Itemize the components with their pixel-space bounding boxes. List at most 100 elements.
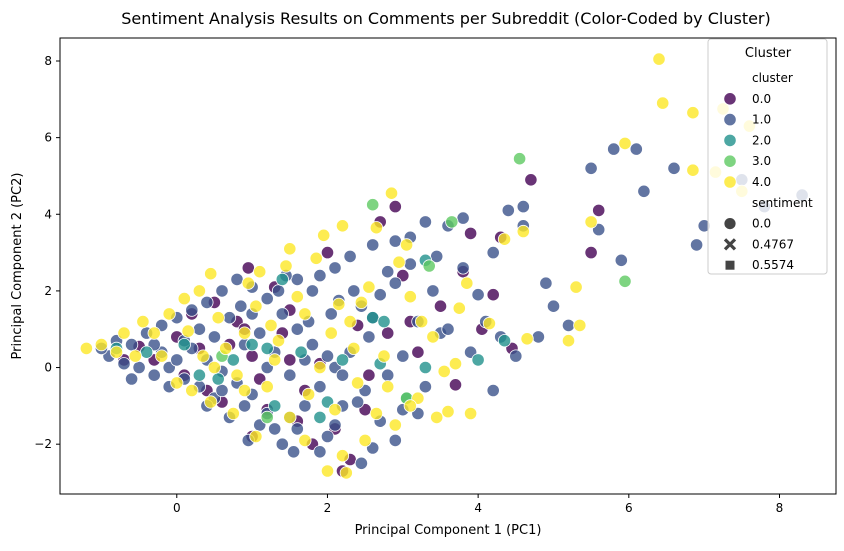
- point-cluster-4-0-22: [426, 330, 440, 344]
- point-cluster-4-0-53: [320, 464, 335, 478]
- point-cluster-4-0-19: [441, 404, 455, 419]
- point-cluster-4-0-78: [414, 314, 429, 329]
- point-cluster-1-0-78: [290, 322, 304, 336]
- point-cluster-1-0-51: [298, 399, 312, 413]
- point-cluster-4-0-90: [448, 357, 463, 371]
- y-tick-label: 8: [44, 54, 52, 68]
- point-cluster-1-0-28: [418, 215, 432, 229]
- point-cluster-4-0-76: [290, 290, 304, 304]
- point-cluster-4-0-20: [463, 406, 478, 421]
- point-cluster-1-0-120: [403, 257, 417, 271]
- point-cluster-1-0-53: [268, 422, 282, 436]
- point-cluster-1-0-77: [275, 307, 289, 321]
- point-cluster-4-0-62: [155, 349, 169, 363]
- point-cluster-3-0-0: [512, 152, 527, 166]
- plot-frame: [59, 37, 837, 495]
- point-cluster-3-0-4: [422, 259, 436, 273]
- point-cluster-4-0-13: [520, 332, 534, 346]
- point-cluster-4-0-86: [238, 383, 252, 398]
- point-cluster-4-0-9: [584, 215, 598, 229]
- point-cluster-1-0-5: [667, 161, 681, 175]
- point-cluster-4-0-52: [335, 449, 350, 463]
- point-cluster-4-0-80: [147, 326, 161, 340]
- point-cluster-1-0-26: [456, 261, 470, 275]
- point-cluster-2-0-21: [192, 368, 206, 382]
- point-cluster-4-0-47: [347, 341, 361, 355]
- legend-label-cluster: 2.0: [752, 133, 771, 147]
- point-cluster-1-0-112: [347, 284, 361, 298]
- point-cluster-1-0-19: [471, 288, 485, 302]
- point-cluster-4-0-77: [354, 295, 368, 309]
- point-cluster-1-0-27: [426, 284, 440, 298]
- point-cluster-4-0-41: [94, 337, 109, 352]
- point-cluster-4-0-2: [686, 106, 700, 120]
- point-cluster-4-0-26: [369, 221, 383, 235]
- point-cluster-1-0-40: [396, 349, 410, 363]
- point-cluster-4-0-24: [399, 238, 414, 252]
- point-cluster-1-0-79: [305, 337, 319, 352]
- point-cluster-2-0-10: [275, 272, 289, 286]
- point-cluster-4-0-43: [238, 326, 252, 340]
- point-cluster-1-0-30: [388, 234, 402, 248]
- legend-marker-square: [725, 260, 735, 270]
- point-cluster-1-0-13: [561, 318, 576, 332]
- point-cluster-4-0-37: [177, 291, 191, 306]
- point-cluster-4-0-5: [686, 163, 700, 177]
- point-cluster-2-0-5: [471, 353, 485, 367]
- point-cluster-0-0-27: [486, 288, 500, 302]
- chart-title: Sentiment Analysis Results on Comments p…: [121, 9, 771, 28]
- point-cluster-4-0-64: [219, 341, 233, 355]
- point-cluster-1-0-107: [234, 299, 248, 313]
- point-cluster-1-0-17: [501, 203, 515, 217]
- point-cluster-1-0-4: [689, 238, 704, 252]
- point-cluster-1-0-63: [117, 357, 131, 371]
- point-cluster-1-0-71: [185, 303, 199, 317]
- point-cluster-4-0-75: [249, 299, 263, 313]
- point-cluster-1-0-116: [381, 368, 395, 382]
- point-cluster-1-0-67: [125, 337, 139, 352]
- legend-marker-cluster: [723, 154, 737, 168]
- point-cluster-1-0-115: [362, 330, 376, 344]
- point-cluster-4-0-27: [335, 219, 350, 233]
- point-cluster-1-0-16: [516, 200, 530, 214]
- point-cluster-4-0-50: [430, 410, 444, 424]
- point-cluster-1-0-85: [320, 429, 335, 444]
- point-cluster-0-0-47: [433, 299, 448, 313]
- y-tick-label: 0: [44, 361, 52, 375]
- point-cluster-4-0-10: [569, 280, 583, 294]
- point-cluster-1-0-73: [215, 284, 229, 298]
- point-cluster-4-0-57: [249, 429, 263, 444]
- point-cluster-4-0-68: [381, 380, 395, 394]
- point-cluster-2-0-16: [335, 353, 350, 367]
- point-cluster-4-0-58: [226, 406, 240, 421]
- point-cluster-4-0-15: [497, 232, 512, 246]
- point-cluster-1-0-81: [335, 368, 350, 382]
- point-cluster-1-0-84: [313, 445, 327, 459]
- point-cluster-4-0-16: [482, 316, 496, 331]
- point-cluster-4-0-70: [403, 399, 417, 413]
- point-cluster-4-0-65: [271, 334, 286, 348]
- point-cluster-2-0-8: [313, 410, 327, 424]
- legend-label-cluster: 0.0: [752, 92, 771, 106]
- point-cluster-4-0-48: [377, 349, 391, 363]
- point-cluster-1-0-96: [207, 330, 221, 344]
- point-cluster-4-0-63: [196, 349, 210, 363]
- point-cluster-1-0-41: [418, 380, 432, 394]
- point-cluster-1-0-80: [320, 349, 335, 363]
- point-cluster-1-0-83: [328, 418, 342, 432]
- legend-label-sentiment: 0.4767: [752, 237, 794, 251]
- point-cluster-0-0-45: [283, 353, 297, 367]
- point-cluster-2-0-17: [211, 372, 225, 386]
- point-cluster-1-0-118: [290, 422, 304, 436]
- point-cluster-4-0-83: [301, 387, 316, 401]
- point-cluster-4-0-35: [241, 276, 255, 290]
- point-cluster-4-0-8: [618, 136, 632, 150]
- point-cluster-0-0-8: [411, 345, 425, 359]
- legend-marker-cluster: [723, 92, 737, 106]
- point-cluster-4-0-55: [298, 433, 312, 447]
- point-cluster-4-0-74: [211, 311, 225, 325]
- point-cluster-4-0-56: [283, 410, 297, 424]
- y-axis-label: Principal Component 2 (PC2): [10, 173, 25, 360]
- y-tick-label: 6: [44, 131, 52, 145]
- y-tick-label: 2: [44, 284, 52, 298]
